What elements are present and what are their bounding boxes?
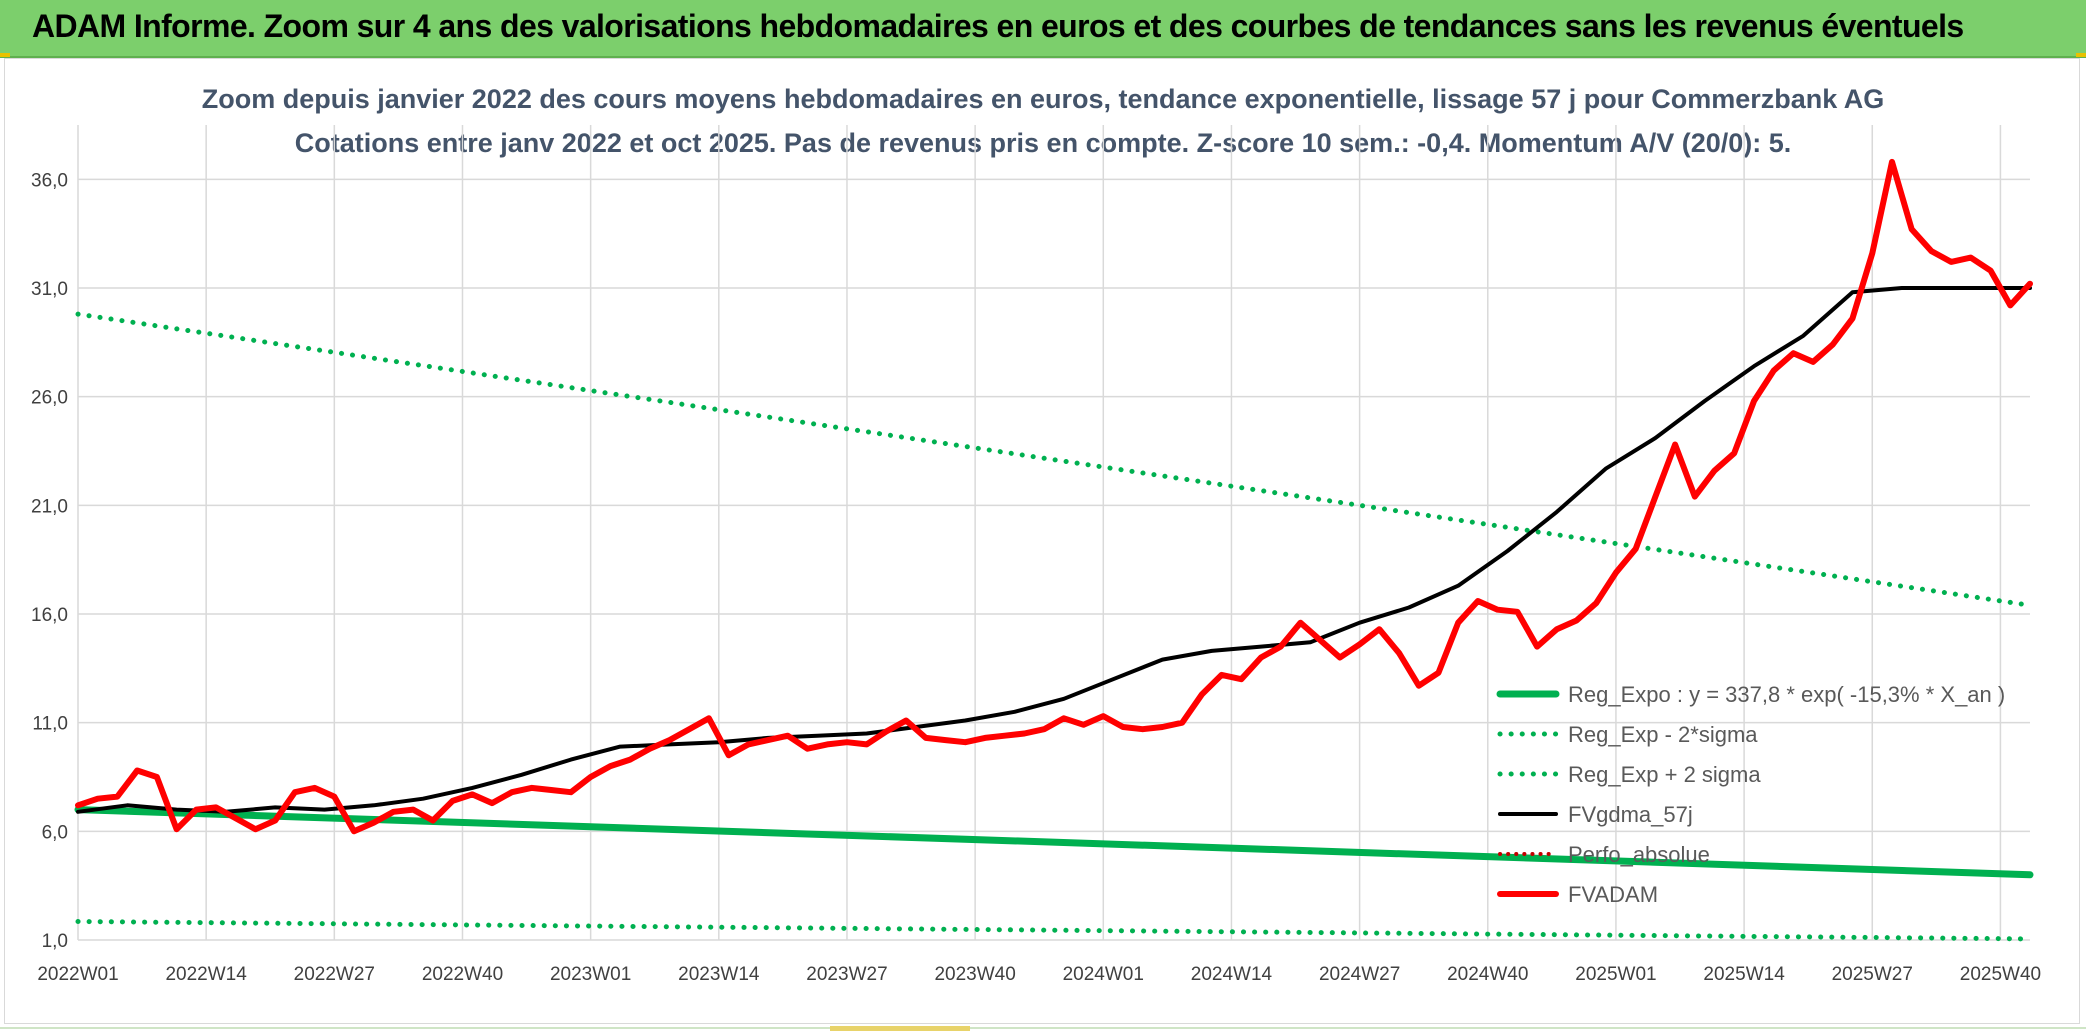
legend-label-reg-plus-2sigma-line: Reg_Exp + 2 sigma: [1568, 762, 1761, 787]
legend-label-reg-minus-2sigma-line: Reg_Exp - 2*sigma: [1568, 722, 1758, 747]
header-banner: ADAM Informe. Zoom sur 4 ans des valoris…: [0, 0, 2086, 58]
y-tick-label: 21,0: [31, 496, 68, 517]
y-tick-label: 31,0: [31, 279, 68, 300]
bottom-divider: [0, 1027, 2086, 1029]
legend-label-fvgdma-line: FVgdma_57j: [1568, 802, 1693, 827]
y-tick-label: 1,0: [42, 931, 68, 952]
x-tick-label: 2025W14: [1703, 964, 1785, 985]
reg-plus-2sigma-line: [75, 311, 2033, 608]
y-tick-label: 6,0: [42, 822, 68, 843]
x-tick-label: 2023W40: [934, 964, 1015, 985]
corner-mark-right: [2076, 53, 2086, 57]
x-tick-label: 2025W40: [1960, 964, 2041, 985]
legend-label-reg-expo-line: Reg_Expo : y = 337,8 * exp( -15,3% * X_a…: [1568, 682, 2005, 707]
x-tick-label: 2023W01: [550, 964, 631, 985]
x-tick-label: 2022W14: [165, 964, 247, 985]
x-tick-label: 2023W27: [806, 964, 887, 985]
x-tick-label: 2025W01: [1575, 964, 1656, 985]
fvgdma-line: [76, 286, 2032, 814]
y-tick-label: 26,0: [31, 388, 68, 409]
x-tick-label: 2022W01: [37, 964, 118, 985]
reg-expo-line: [74, 806, 2034, 879]
y-tick-label: 16,0: [31, 605, 68, 626]
legend-label-perfo-absolue-line: Perfo_absolue: [1568, 842, 1710, 867]
y-tick-label: 36,0: [31, 170, 68, 191]
x-tick-label: 2022W40: [422, 964, 503, 985]
corner-mark-left: [0, 53, 10, 57]
x-tick-label: 2024W27: [1319, 964, 1400, 985]
x-tick-label: 2023W14: [678, 964, 760, 985]
chart-title: Zoom depuis janvier 2022 des cours moyen…: [202, 84, 1885, 114]
y-axis-ticks: 36,0 31,0 26,0 21,0 16,0 11,0 6,0 1,0: [31, 170, 68, 952]
legend: Reg_Expo : y = 337,8 * exp( -15,3% * X_a…: [1496, 682, 2005, 907]
x-axis-ticks: 2022W01 2022W14 2022W27 2022W40 2023W01 2023W…: [37, 964, 2041, 985]
series-lines: [74, 158, 2034, 942]
page-title: ADAM Informe. Zoom sur 4 ans des valoris…: [32, 8, 1964, 44]
y-tick-label: 11,0: [32, 714, 68, 735]
x-tick-label: 2022W27: [294, 964, 375, 985]
x-tick-label: 2024W01: [1063, 964, 1144, 985]
reg-minus-2sigma-line: [75, 919, 2033, 942]
chart-frame: [4, 58, 2080, 1024]
x-tick-label: 2025W27: [1832, 964, 1913, 985]
fvadam-line: [75, 158, 2033, 835]
legend-label-fvadam-line: FVADAM: [1568, 882, 1658, 907]
gridlines: [77, 125, 2030, 941]
bottom-accent: [830, 1026, 970, 1031]
x-tick-label: 2024W40: [1447, 964, 1528, 985]
chart-subtitle: Cotations entre janv 2022 et oct 2025. P…: [295, 128, 1792, 158]
x-tick-label: 2024W14: [1191, 964, 1273, 985]
